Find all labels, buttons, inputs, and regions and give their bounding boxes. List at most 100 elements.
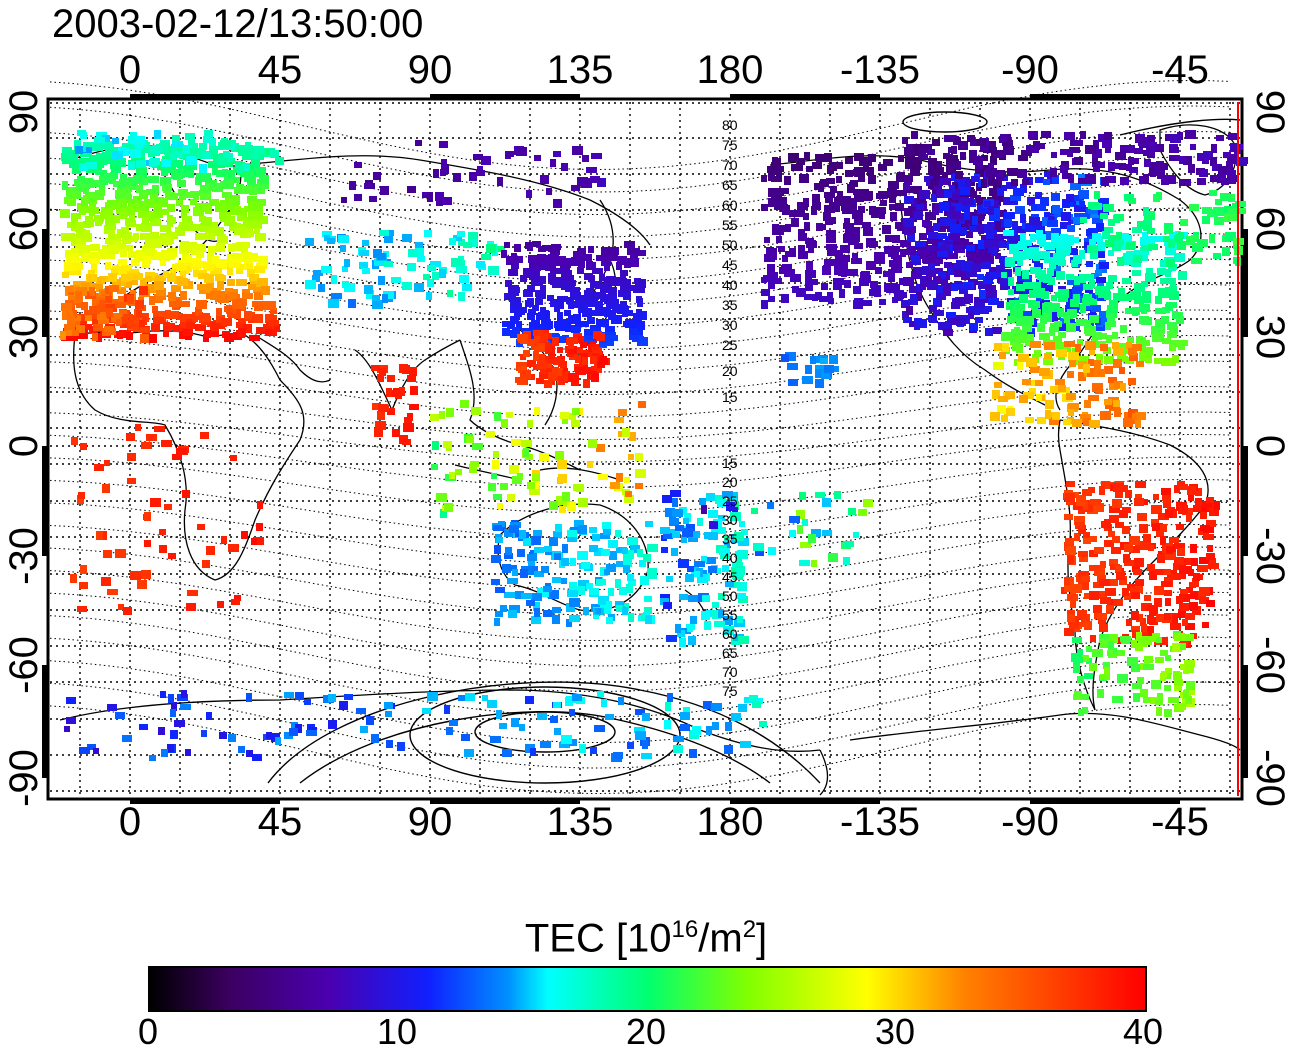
tec-data-point [64,726,70,732]
tec-data-point [1003,197,1010,205]
tec-data-point [937,178,943,186]
tec-data-point [1029,388,1036,394]
tec-data-point [523,350,530,357]
tec-data-point [83,185,89,194]
tec-data-point [1060,149,1070,155]
tec-data-point [203,136,213,143]
tec-data-point [523,538,534,546]
tec-data-point [529,259,535,268]
tec-data-point [582,254,592,261]
tec-data-point [1003,274,1012,283]
tec-data-point [1022,179,1029,185]
tec-data-point [1127,337,1134,343]
tec-data-point [1145,273,1156,282]
tec-data-point [600,533,610,539]
tec-data-point [842,207,852,214]
tec-data-point [938,272,946,279]
tec-data-point [270,327,277,336]
tec-data-point [162,237,172,245]
tec-data-point [550,159,556,167]
contour-label: 55 [722,607,738,623]
tec-data-point [1020,330,1027,338]
tec-data-point [521,440,532,447]
tec-data-point [568,315,578,324]
tec-data-point [994,382,1002,388]
tec-data-point [606,337,614,346]
tec-data-point [1185,623,1195,630]
tec-data-point [718,593,725,600]
tec-data-point [201,730,207,737]
tec-data-point [248,211,259,220]
tec-data-point [244,150,253,158]
tec-data-point [1072,419,1082,427]
tec-data-point [523,448,529,457]
tec-data-point [569,598,580,607]
tec-data-point [833,278,844,285]
tec-data-point [1079,190,1089,199]
tec-data-point [1066,323,1076,332]
tec-data-point [403,423,414,432]
tec-data-point [543,610,554,617]
tec-data-point [1227,175,1237,182]
tec-data-point [623,291,629,300]
tec-data-point [606,617,613,624]
tec-data-point [1215,199,1222,205]
tec-data-point [1105,147,1111,153]
tec-data-point [1068,409,1074,416]
tec-data-point [628,579,636,586]
tec-data-point [168,292,176,301]
tec-data-point [1051,228,1061,236]
tec-data-point [712,602,719,608]
tec-data-point [1089,349,1095,355]
tec-data-point [466,436,474,443]
tec-data-point [131,279,138,285]
tec-data-point [1064,344,1071,352]
tec-data-point [834,268,844,275]
tec-data-point [874,288,881,297]
tec-data-point [65,286,74,292]
tec-data-point [1158,513,1169,520]
tec-data-point [202,152,211,159]
tec-data-point [1143,697,1150,703]
tec-data-point [591,336,597,343]
tec-data-point [928,245,937,251]
tec-data-point [593,613,599,619]
tec-data-point [933,310,944,316]
tec-data-point [1137,336,1143,343]
tec-data-point [1089,239,1096,245]
bottom-tick-label: 180 [696,800,764,844]
tec-data-point [1026,317,1034,325]
tec-data-point [241,245,248,254]
tec-data-point [539,453,549,461]
tec-data-point [339,701,348,710]
tec-data-point [932,139,940,146]
tec-data-point [530,550,537,556]
tec-data-point [1004,219,1012,227]
tec-data-point [104,326,114,332]
tec-data-point [152,185,159,194]
tec-data-point [966,251,974,257]
tec-data-point [805,270,816,278]
tec-data-point [1148,244,1158,250]
tec-data-point [737,582,747,591]
tec-data-point [372,295,380,301]
tec-data-point [1114,408,1121,417]
tec-data-point [584,333,595,342]
tec-data-point [1053,253,1064,261]
tec-data-point [1008,289,1014,295]
tec-data-point [544,356,553,363]
tec-data-point [374,259,384,266]
tec-data-point [216,315,225,323]
tec-data-point [862,222,871,228]
tec-data-point [958,141,968,150]
tec-data-point [79,206,86,215]
tec-data-point [964,212,970,220]
tec-data-point [125,191,131,200]
tec-data-point [552,280,561,288]
tec-data-point [920,282,926,290]
tec-data-point [176,200,183,206]
tec-data-point [1122,588,1129,596]
tec-data-point [249,335,260,341]
tec-data-point [1177,241,1186,250]
tec-data-point [1047,220,1058,227]
